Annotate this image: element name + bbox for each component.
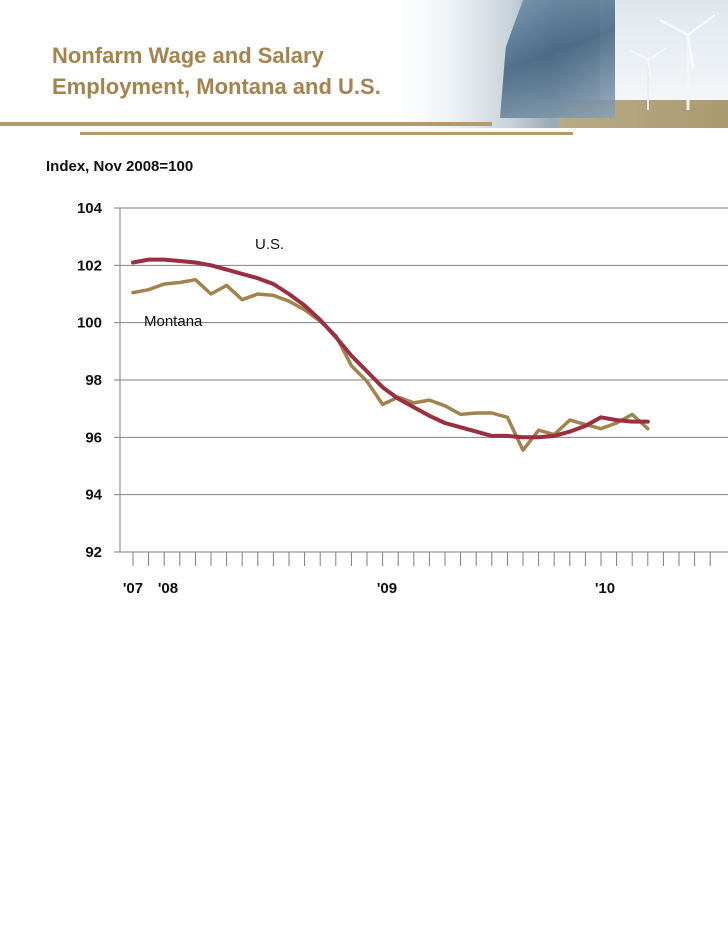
montana-series-label: Montana xyxy=(144,313,203,330)
y-tick-label-104: 104 xyxy=(77,200,103,217)
montana-series-line xyxy=(131,277,650,452)
x-tick-label: '09 xyxy=(377,580,397,597)
header-banner: Nonfarm Wage and Salary Employment, Mont… xyxy=(0,0,728,128)
y-tick-label-92: 92 xyxy=(85,544,102,561)
y-tick-label-100: 100 xyxy=(77,315,102,332)
us-series-label: U.S. xyxy=(255,236,284,253)
chart-title: Nonfarm Wage and Salary Employment, Mont… xyxy=(52,40,381,102)
title-line-2: Employment, Montana and U.S. xyxy=(52,74,381,100)
title-line-1: Nonfarm Wage and Salary xyxy=(52,43,324,68)
us-series-line xyxy=(131,257,650,440)
title-underline xyxy=(0,122,492,126)
x-tick-label: '08 xyxy=(158,580,178,597)
y-tick-label-98: 98 xyxy=(85,372,102,389)
y-tick-label-102: 102 xyxy=(77,257,102,274)
x-tick-label: '10 xyxy=(595,580,615,597)
y-tick-label-94: 94 xyxy=(85,487,102,504)
y-axis-title: Index, Nov 2008=100 xyxy=(46,158,194,175)
wind-turbine-icon xyxy=(629,14,716,110)
x-tick-label: '07 xyxy=(123,580,143,597)
banner-truck-image xyxy=(500,0,615,118)
title-divider xyxy=(80,132,573,135)
y-tick-label-96: 96 xyxy=(85,429,102,446)
